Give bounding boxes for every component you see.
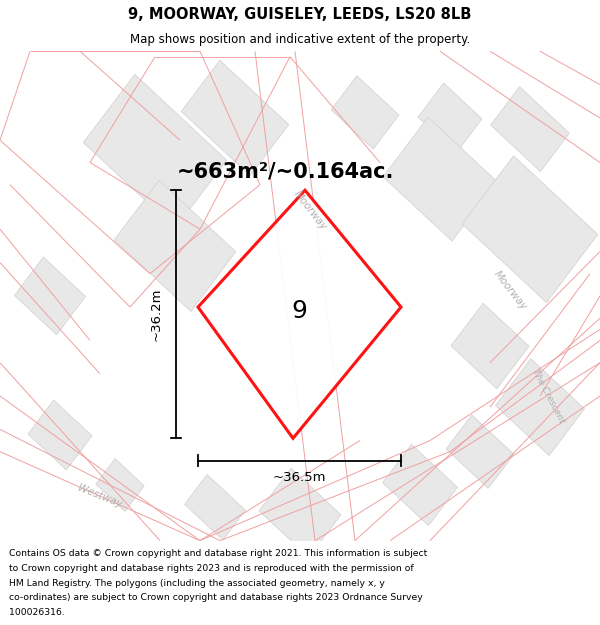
Text: Moorway: Moorway [491,269,529,312]
Polygon shape [28,400,92,470]
Polygon shape [185,474,245,540]
Text: Map shows position and indicative extent of the property.: Map shows position and indicative extent… [130,34,470,46]
Text: co-ordinates) are subject to Crown copyright and database rights 2023 Ordnance S: co-ordinates) are subject to Crown copyr… [9,593,423,602]
Text: 100026316.: 100026316. [9,608,65,617]
Text: to Crown copyright and database rights 2023 and is reproduced with the permissio: to Crown copyright and database rights 2… [9,564,413,573]
Polygon shape [496,359,584,456]
Polygon shape [451,303,529,389]
Text: 9, MOORWAY, GUISELEY, LEEDS, LS20 8LB: 9, MOORWAY, GUISELEY, LEEDS, LS20 8LB [128,7,472,22]
Polygon shape [96,459,144,511]
Polygon shape [331,76,399,149]
Text: ~36.2m: ~36.2m [149,288,163,341]
Polygon shape [491,87,569,171]
Text: The Crescent: The Crescent [530,368,566,424]
Text: 9: 9 [292,299,307,322]
Polygon shape [383,117,497,241]
Polygon shape [462,156,598,302]
Text: HM Land Registry. The polygons (including the associated geometry, namely x, y: HM Land Registry. The polygons (includin… [9,579,385,587]
Polygon shape [383,444,457,526]
Polygon shape [446,415,514,488]
Polygon shape [14,257,86,335]
Text: Contains OS data © Crown copyright and database right 2021. This information is : Contains OS data © Crown copyright and d… [9,549,427,558]
Polygon shape [181,60,289,176]
Polygon shape [418,83,482,153]
Text: ~36.5m: ~36.5m [273,471,326,484]
Polygon shape [114,181,236,311]
Text: ~663m²/~0.164ac.: ~663m²/~0.164ac. [176,161,394,181]
Text: Westway: Westway [76,482,124,509]
Polygon shape [83,74,227,228]
Polygon shape [259,468,341,558]
Polygon shape [198,190,401,438]
Text: Moorway: Moorway [292,189,328,232]
